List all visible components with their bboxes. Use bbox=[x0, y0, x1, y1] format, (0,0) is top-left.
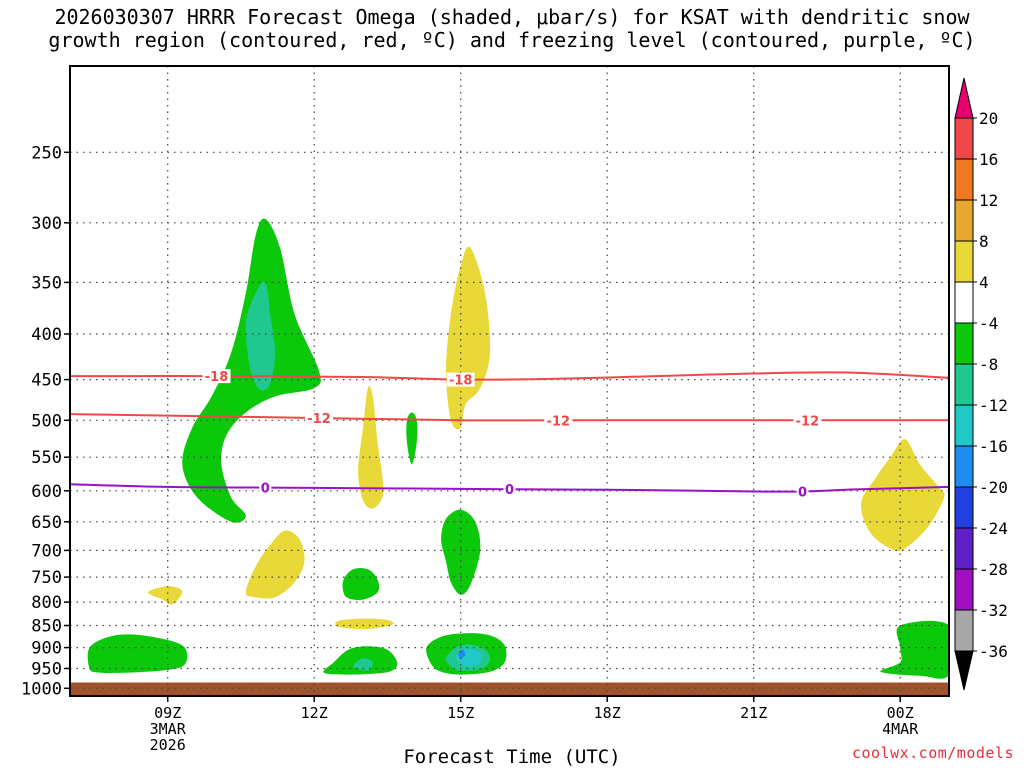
omega-region-17 bbox=[861, 439, 945, 551]
x-tick-label-5-0: 00Z bbox=[887, 704, 914, 722]
colorbar-label-9: -20 bbox=[979, 478, 1008, 497]
x-tick-label-0-0: 09Z bbox=[154, 704, 181, 722]
colorbar-bin-4 bbox=[954, 240, 974, 283]
contour-label-bg-0-1 bbox=[446, 372, 475, 387]
y-tick-label-600: 600 bbox=[31, 482, 62, 502]
colorbar-bin-12 bbox=[954, 568, 974, 611]
colorbar-label-8: -16 bbox=[979, 437, 1008, 456]
omega-region-8 bbox=[342, 568, 380, 600]
colorbar-label-10: -24 bbox=[979, 519, 1008, 538]
colorbar-label-12: -32 bbox=[979, 601, 1008, 620]
colorbar-label-13: -36 bbox=[979, 642, 1008, 661]
colorbar-label-7: -12 bbox=[979, 396, 1008, 415]
y-tick-label-700: 700 bbox=[31, 541, 62, 561]
omega-region-10 bbox=[87, 634, 188, 673]
x-tick-label-5-1: 4MAR bbox=[882, 720, 919, 738]
colorbar-bin-9 bbox=[954, 445, 974, 488]
colorbar-bin-7 bbox=[954, 363, 974, 406]
contour-label-bg-0-0 bbox=[202, 369, 231, 384]
colorbar-label-6: -8 bbox=[979, 355, 998, 374]
colorbar-bin-13 bbox=[954, 609, 974, 652]
colorbar-bin-11 bbox=[954, 527, 974, 570]
colorbar-bin-6 bbox=[954, 322, 974, 365]
omega-region-18 bbox=[880, 620, 949, 679]
x-tick-label-1-0: 12Z bbox=[301, 704, 328, 722]
y-tick-label-250: 250 bbox=[31, 143, 62, 163]
x-tick-label-2-0: 15Z bbox=[447, 704, 474, 722]
contour-label-2-2: 0 bbox=[798, 486, 807, 501]
omega-region-9 bbox=[335, 618, 394, 630]
omega-region-6 bbox=[148, 586, 183, 605]
omega-region-16 bbox=[458, 649, 466, 659]
contour-label-1-0: -12 bbox=[307, 412, 331, 427]
contour-line-1 bbox=[70, 413, 949, 422]
colorbar-label-0: 20 bbox=[979, 109, 998, 128]
omega-region-4 bbox=[406, 412, 418, 465]
y-tick-label-500: 500 bbox=[31, 411, 62, 431]
colorbar-label-4: 4 bbox=[979, 273, 989, 292]
omega-region-7 bbox=[441, 509, 481, 595]
y-tick-label-550: 550 bbox=[31, 448, 62, 468]
chart-title: 2026030307 HRRR Forecast Omega (shaded, … bbox=[0, 6, 1024, 52]
x-axis-title: Forecast Time (UTC) bbox=[403, 746, 621, 768]
omega-region-5 bbox=[245, 530, 305, 599]
contour-label-bg-1-2 bbox=[793, 413, 822, 428]
omega-region-3 bbox=[358, 385, 384, 509]
contour-label-0-1: -18 bbox=[449, 374, 473, 389]
colorbar-label-2: 12 bbox=[979, 191, 998, 210]
colorbar-bin-0 bbox=[954, 77, 974, 119]
colorbar-bin-2 bbox=[954, 158, 974, 201]
terrain-ground bbox=[70, 682, 949, 696]
colorbar-label-3: 8 bbox=[979, 232, 989, 251]
plot-frame bbox=[69, 65, 950, 697]
chart-title-line-1: 2026030307 HRRR Forecast Omega (shaded, … bbox=[54, 5, 970, 29]
x-tick-label-0-1: 3MAR bbox=[150, 720, 187, 738]
y-tick-label-850: 850 bbox=[31, 617, 62, 637]
contour-label-2-0: 0 bbox=[261, 482, 270, 497]
contour-line-2 bbox=[70, 483, 949, 493]
colorbar-label-1: 16 bbox=[979, 150, 998, 169]
y-tick-label-900: 900 bbox=[31, 639, 62, 659]
contour-label-bg-2-2 bbox=[796, 484, 809, 499]
colorbar-bin-1 bbox=[954, 117, 974, 160]
y-tick-label-300: 300 bbox=[31, 214, 62, 234]
x-tick-label-0-2: 2026 bbox=[150, 736, 186, 754]
plot-background bbox=[70, 66, 949, 696]
contour-label-2-1: 0 bbox=[505, 483, 514, 498]
x-tick-label-3-0: 18Z bbox=[594, 704, 621, 722]
x-tick-label-4-0: 21Z bbox=[740, 704, 767, 722]
y-tick-label-650: 650 bbox=[31, 513, 62, 533]
site-credit[interactable]: coolwx.com/models bbox=[851, 744, 1014, 762]
contour-label-bg-2-1 bbox=[503, 482, 516, 497]
colorbar-bin-3 bbox=[954, 199, 974, 242]
omega-region-1 bbox=[245, 281, 276, 391]
y-tick-label-1000: 1000 bbox=[21, 679, 62, 699]
chart-title-line-2: growth region (contoured, red, ºC) and f… bbox=[48, 28, 976, 52]
omega-region-12 bbox=[353, 658, 373, 671]
colorbar-bin-8 bbox=[954, 404, 974, 447]
y-tick-label-800: 800 bbox=[31, 593, 62, 613]
contour-label-1-2: -12 bbox=[796, 414, 820, 429]
colorbar-bin-14 bbox=[954, 650, 974, 691]
contour-label-1-1: -12 bbox=[547, 414, 571, 429]
y-tick-label-400: 400 bbox=[31, 325, 62, 345]
contour-label-0-0: -18 bbox=[205, 370, 229, 385]
y-tick-label-350: 350 bbox=[31, 273, 62, 293]
colorbar-label-11: -28 bbox=[979, 560, 1008, 579]
colorbar-bin-10 bbox=[954, 486, 974, 529]
colorbar-bin-5 bbox=[954, 281, 974, 324]
contour-label-bg-1-1 bbox=[544, 413, 573, 428]
y-tick-label-750: 750 bbox=[31, 568, 62, 588]
colorbar-label-5: -4 bbox=[979, 314, 998, 333]
contour-label-bg-1-0 bbox=[305, 411, 333, 426]
contour-label-bg-2-0 bbox=[259, 480, 272, 495]
y-tick-label-450: 450 bbox=[31, 371, 62, 391]
y-tick-label-950: 950 bbox=[31, 660, 62, 680]
